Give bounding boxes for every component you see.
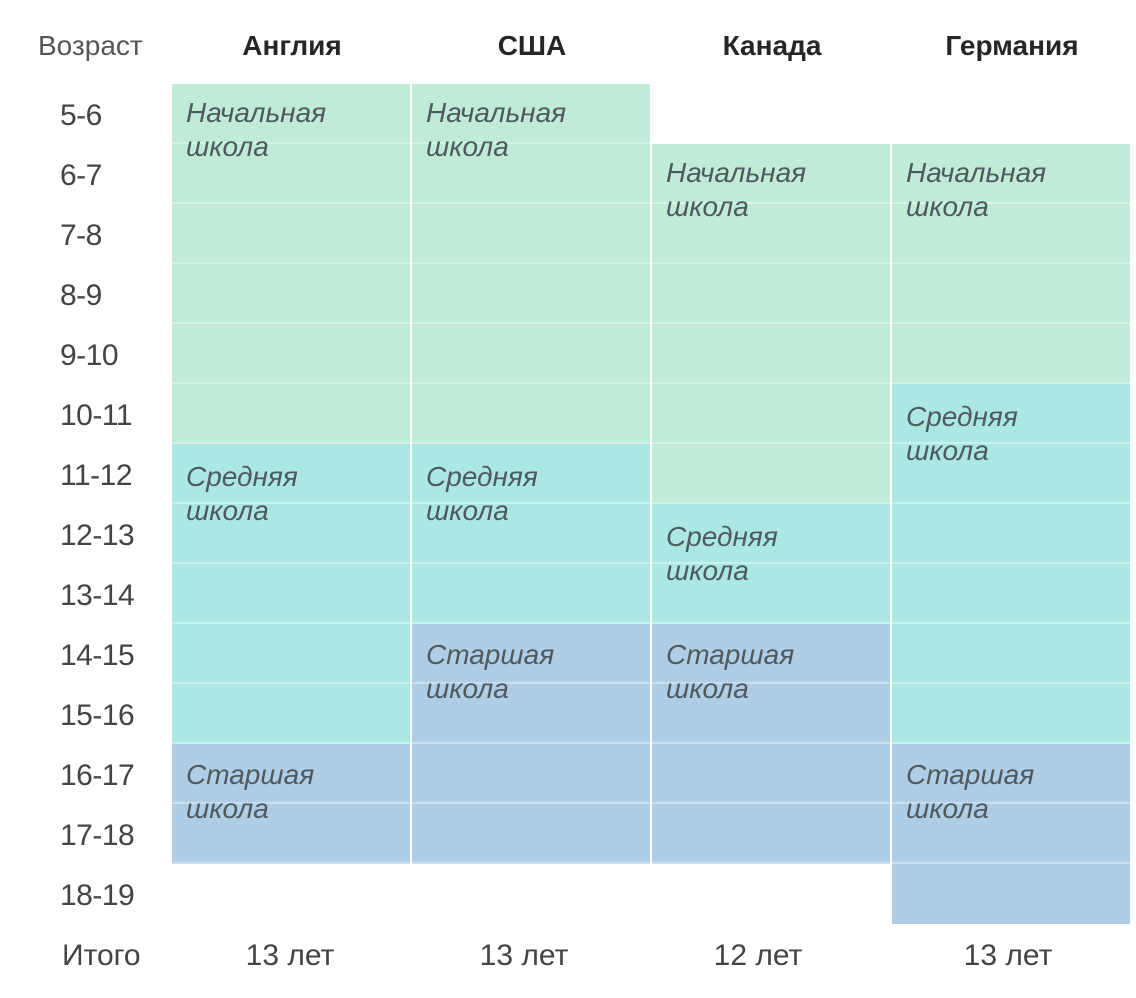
stage-label-line: школа <box>426 495 509 526</box>
england-senior-school-block <box>172 744 410 864</box>
age-label: 10-11 <box>60 399 133 432</box>
age-label: 16-17 <box>60 759 135 792</box>
stage-label-line: Средняя <box>426 461 538 492</box>
england-middle-label: Средняя школа <box>186 460 406 528</box>
england-primary-label: Начальная школа <box>186 96 406 164</box>
germany-middle-school-block <box>892 384 1130 744</box>
stage-label-line: школа <box>666 555 749 586</box>
country-header-canada: Канада <box>722 30 822 61</box>
stage-label-line: школа <box>426 673 509 704</box>
country-header-germany: Германия <box>945 30 1079 61</box>
age-label: 5-6 <box>60 99 102 132</box>
stage-label-line: школа <box>906 435 989 466</box>
stage-label-line: Старшая <box>426 639 555 670</box>
age-label: 6-7 <box>60 159 102 192</box>
age-label: 15-16 <box>60 699 135 732</box>
canada-senior-school-block <box>652 624 890 864</box>
age-label: 8-9 <box>60 279 102 312</box>
age-label: 14-15 <box>60 639 135 672</box>
stage-label-line: школа <box>186 793 269 824</box>
canada-middle-label: Средняя школа <box>666 520 886 588</box>
stage-label-line: Старшая <box>906 759 1035 790</box>
stage-label-line: Средняя <box>666 521 778 552</box>
total-canada: 12 лет <box>713 939 803 972</box>
germany-primary-school-block <box>892 144 1130 384</box>
canada-primary-label: Начальная школа <box>666 156 886 224</box>
germany-senior-label: Старшая школа <box>906 758 1126 826</box>
england-middle-school-block <box>172 444 410 744</box>
usa-middle-school-block <box>412 444 650 624</box>
totals-label: Итого <box>62 939 141 972</box>
england-primary-school-block <box>172 84 410 444</box>
stage-label-line: Начальная <box>186 97 327 128</box>
canada-middle-school-block <box>652 504 890 624</box>
stage-label-line: школа <box>666 673 749 704</box>
stage-label-line: Старшая <box>186 759 315 790</box>
total-england: 13 лет <box>245 939 335 972</box>
stage-label-line: школа <box>186 131 269 162</box>
germany-primary-label: Начальная школа <box>906 156 1126 224</box>
age-label: 7-8 <box>60 219 102 252</box>
age-label: 17-18 <box>60 819 135 852</box>
stage-label-line: Начальная <box>666 157 807 188</box>
stage-label-line: Средняя <box>186 461 298 492</box>
stage-label-line: Начальная <box>906 157 1047 188</box>
stage-label-line: школа <box>906 191 989 222</box>
canada-primary-school-block <box>652 144 890 504</box>
age-label: 12-13 <box>60 519 135 552</box>
age-label: 9-10 <box>60 339 119 372</box>
stage-label-line: школа <box>906 793 989 824</box>
canada-senior-label: Старшая школа <box>666 638 886 706</box>
usa-senior-label: Старшая школа <box>426 638 646 706</box>
usa-primary-label: Начальная школа <box>426 96 646 164</box>
stage-label-line: Старшая <box>666 639 795 670</box>
stage-label-line: школа <box>186 495 269 526</box>
england-senior-label: Старшая школа <box>186 758 406 826</box>
age-column-header: Возраст <box>38 30 143 61</box>
country-header-england: Англия <box>242 30 342 61</box>
age-label: 18-19 <box>60 879 135 912</box>
usa-senior-school-block <box>412 624 650 864</box>
total-usa: 13 лет <box>479 939 569 972</box>
age-label: 13-14 <box>60 579 135 612</box>
country-header-usa: США <box>497 30 567 61</box>
germany-middle-label: Средняя школа <box>906 400 1126 468</box>
usa-primary-school-block <box>412 84 650 444</box>
stage-label-line: Средняя <box>906 401 1018 432</box>
usa-middle-label: Средняя школа <box>426 460 646 528</box>
stage-label-line: школа <box>426 131 509 162</box>
stage-label-line: Начальная <box>426 97 567 128</box>
germany-senior-school-block <box>892 744 1130 924</box>
age-label: 11-12 <box>60 459 133 492</box>
total-germany: 13 лет <box>963 939 1053 972</box>
stage-label-line: школа <box>666 191 749 222</box>
